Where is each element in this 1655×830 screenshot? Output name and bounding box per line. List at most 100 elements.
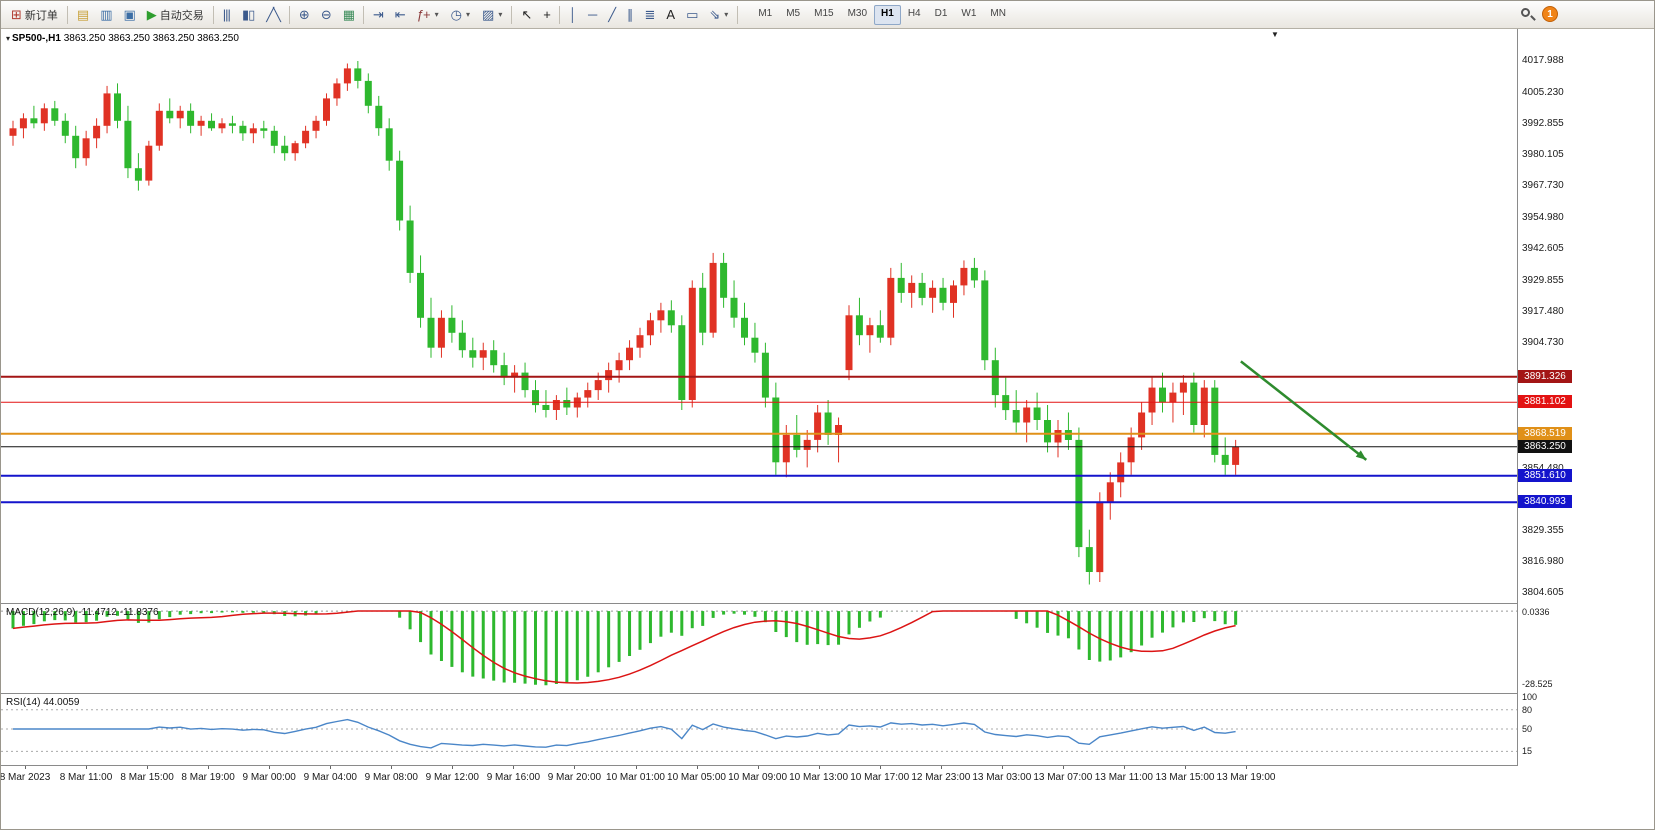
main-price-chart[interactable] (1, 29, 1517, 603)
periods-icon: ◷ (450, 7, 462, 22)
time-axis-label: 10 Mar 05:00 (667, 772, 726, 783)
chart-shift-icon[interactable]: ⇤ (389, 4, 411, 26)
timeframe-m5[interactable]: M5 (786, 7, 801, 19)
panel-splitter[interactable] (1, 603, 1654, 604)
time-tick (1062, 766, 1064, 769)
price-axis-label: 4005.230 (1522, 86, 1564, 98)
horizontal-line-icon[interactable]: ─ (582, 4, 602, 26)
macd-signal-line (12, 610, 1236, 684)
panel-splitter[interactable] (1, 693, 1654, 694)
equidistant-channel-icon[interactable]: ∥ (621, 4, 639, 26)
time-tick (147, 766, 149, 769)
rsi-axis-label: 100 (1522, 692, 1538, 702)
main-toolbar: ⊞ 新订单 ▤ ▥ ▣ ▶ 自动交易 ||| ▮▯ ╱╲ ⊕ ⊖ ▦ ⇥ ⇤ ƒ+ ▾ ◷ ▾ ▨ ▾ ↖ + │ ─ ╱ ∥ ≣ A ▭… (1, 1, 1654, 29)
horizontal-line-icon: ─ (587, 7, 597, 22)
templates-button[interactable]: ▨ ▾ (476, 4, 508, 26)
price-axis-label: 4017.988 (1522, 55, 1564, 66)
time-axis[interactable]: 8 Mar 2023 8 Mar 11:00 8 Mar 15:00 8 Mar 19… (1, 766, 1654, 790)
time-axis-label: 13 Mar 03:00 (972, 772, 1032, 783)
auto-trading-icon: ▶ (146, 7, 157, 22)
tile-windows-icon[interactable]: ▦ (337, 4, 360, 26)
time-axis-label: 13 Mar 15:00 (1155, 772, 1215, 783)
candlestick-chart-icon[interactable]: ▮▯ (236, 4, 260, 26)
toolbar-separator (558, 5, 560, 24)
timeframe-m1[interactable]: M1 (758, 7, 773, 19)
chevron-down-icon: ▾ (466, 10, 471, 19)
price-axis-label: 3967.730 (1522, 180, 1564, 192)
zoom-out-icon[interactable]: ⊖ (315, 4, 337, 26)
arrows-tool-button[interactable]: ⇘ ▾ (703, 4, 734, 26)
trendline-icon: ╱ (608, 7, 616, 22)
timeframe-d1[interactable]: D1 (934, 7, 948, 19)
price-tag-3891.326: 3891.326 (1518, 369, 1572, 383)
price-axis[interactable]: 0.0336 -28.525 4017.988 4005.230 3992.855 3… (1518, 29, 1654, 766)
trendline-icon[interactable]: ╱ (602, 4, 621, 26)
indicators-button[interactable]: ƒ+ ▾ (411, 4, 445, 26)
time-axis-label: 9 Mar 12:00 (425, 772, 479, 783)
line-chart-icon[interactable]: ╱╲ (260, 4, 286, 26)
zoom-out-icon: ⊖ (320, 7, 332, 22)
price-axis-label: 3954.980 (1522, 212, 1564, 224)
zoom-in-icon: ⊕ (298, 7, 310, 22)
price-axis-label: 3980.105 (1522, 149, 1564, 161)
chart-shift-marker-icon[interactable]: ▼ (1271, 30, 1279, 39)
time-tick (879, 766, 881, 769)
fibonacci-icon: ≣ (644, 7, 656, 22)
timeframe-h4[interactable]: H4 (907, 7, 921, 19)
search-icon[interactable] (1520, 7, 1536, 23)
trend-arrow[interactable] (1240, 360, 1368, 461)
profiles-icon[interactable]: ▤ (71, 4, 94, 26)
indicators-icon: ƒ+ (416, 7, 431, 22)
cursor-tool-icon[interactable]: ↖ (515, 4, 537, 26)
time-axis-label: 9 Mar 04:00 (303, 772, 357, 783)
time-tick (330, 766, 332, 769)
timeframe-toolbar: M1 M5 M15 M30 H1 H4 D1 W1 MN (751, 4, 1013, 25)
time-axis-label: 8 Mar 15:00 (120, 772, 174, 783)
price-axis-label: 3816.980 (1522, 556, 1564, 568)
time-axis-label: 9 Mar 20:00 (547, 772, 602, 783)
time-tick (635, 766, 637, 769)
price-axis-label: 3829.355 (1522, 525, 1564, 537)
text-tool-icon[interactable]: A (660, 4, 680, 26)
time-axis-label: 9 Mar 16:00 (486, 772, 541, 783)
crosshair-tool-icon[interactable]: + (537, 4, 556, 26)
time-axis-label: 8 Mar 11:00 (59, 772, 113, 783)
rsi-panel[interactable] (1, 695, 1517, 765)
market-watch-icon[interactable]: ▥ (94, 4, 117, 26)
collapse-icon[interactable]: ▾ (6, 34, 11, 43)
auto-trading-button[interactable]: ▶ 自动交易 (141, 4, 210, 26)
price-axis-label: 3854.480 (1522, 463, 1564, 474)
time-tick (696, 766, 698, 769)
macd-panel[interactable] (1, 605, 1517, 693)
vertical-line-icon[interactable]: │ (563, 4, 582, 26)
new-order-icon: ⊞ (11, 7, 22, 22)
chart-window: ▾ SP500-,H1 3863.250 3863.250 3863.250 38… (1, 29, 1654, 829)
timeframe-h1[interactable]: H1 (874, 4, 901, 25)
shapes-icon[interactable]: ▭ (680, 4, 703, 26)
timeframe-m30[interactable]: M30 (847, 7, 868, 19)
rsi-axis-label: 50 (1522, 724, 1533, 734)
chevron-down-icon: ▾ (498, 10, 503, 19)
new-order-button-label: 新订单 (24, 9, 58, 22)
auto-scroll-icon[interactable]: ⇥ (367, 4, 389, 26)
time-tick (391, 766, 393, 769)
timeframe-m15[interactable]: M15 (814, 7, 834, 19)
notification-badge[interactable]: 1 (1542, 6, 1558, 22)
fibonacci-icon[interactable]: ≣ (639, 4, 661, 26)
macd-axis-min: -28.525 (1522, 679, 1553, 689)
candlesticks[interactable] (9, 61, 1240, 585)
price-axis-label: 3804.605 (1522, 587, 1564, 598)
time-axis-label: 10 Mar 01:00 (606, 772, 665, 783)
zoom-in-icon[interactable]: ⊕ (293, 4, 315, 26)
bar-chart-icon[interactable]: ||| (217, 4, 236, 26)
time-tick (1123, 766, 1125, 769)
ohlc-values: 3863.250 3863.250 3863.250 3863.250 (63, 33, 239, 44)
time-tick (86, 766, 87, 769)
timeframe-w1[interactable]: W1 (961, 7, 977, 19)
new-order-button[interactable]: ⊞ 新订单 (5, 4, 64, 26)
price-tag-3863.250: 3863.250 (1518, 439, 1572, 453)
time-tick (208, 766, 210, 769)
timeframe-mn[interactable]: MN (990, 7, 1006, 19)
data-window-icon[interactable]: ▣ (118, 4, 141, 26)
periods-button[interactable]: ◷ ▾ (445, 4, 476, 26)
